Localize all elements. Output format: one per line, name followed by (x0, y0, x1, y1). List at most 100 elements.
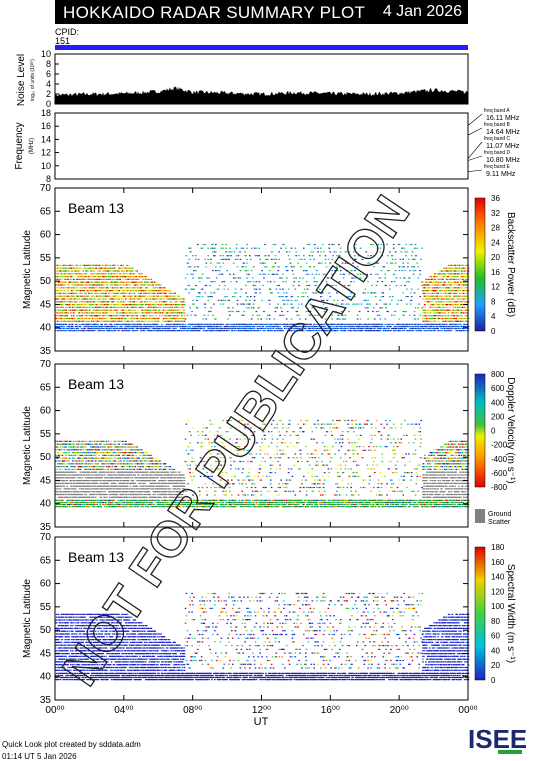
scatter-pixel (79, 264, 82, 266)
scatter-pixel (87, 298, 89, 300)
scatter-pixel (104, 290, 106, 292)
scatter-pixel (390, 325, 392, 328)
scatter-pixel (295, 310, 297, 313)
scatter-pixel (230, 327, 232, 330)
scatter-pixel (168, 317, 171, 320)
scatter-pixel (249, 323, 251, 325)
scatter-pixel (115, 317, 118, 320)
scatter-pixel (204, 292, 207, 294)
scatter-pixel (233, 323, 236, 325)
scatter-pixel (75, 330, 78, 332)
scatter-pixel (204, 325, 207, 328)
scatter-pixel (317, 247, 319, 249)
scatter-pixel (59, 304, 62, 306)
scatter-pixel (310, 251, 313, 253)
scatter-pixel (112, 306, 115, 308)
scatter-pixel (125, 284, 127, 286)
scatter-pixel (87, 264, 89, 266)
scatter-pixel (169, 301, 172, 303)
scatter-pixel (145, 287, 148, 289)
scatter-pixel (126, 327, 128, 330)
scatter-pixel (250, 318, 253, 320)
scatter-pixel (255, 310, 258, 313)
scatter-pixel (444, 323, 446, 325)
scatter-field (55, 243, 470, 332)
scatter-pixel (434, 278, 437, 280)
scatter-pixel (128, 284, 131, 286)
scatter-pixel (331, 303, 333, 305)
scatter-pixel (92, 276, 95, 278)
scatter-pixel (331, 323, 333, 325)
scatter-pixel (84, 273, 86, 275)
scatter-pixel (130, 276, 133, 278)
scatter-pixel (90, 267, 92, 269)
scatter-pixel (100, 284, 102, 286)
scatter-pixel (126, 323, 128, 325)
scatter-pixel (75, 306, 78, 308)
scatter-pixel (137, 306, 139, 308)
scatter-pixel (77, 306, 80, 308)
scatter-pixel (235, 255, 238, 257)
scatter-pixel (407, 262, 409, 264)
scatter-pixel (118, 292, 120, 294)
scatter-pixel (84, 281, 86, 283)
scatter-pixel (428, 276, 431, 278)
scatter-pixel (144, 276, 147, 278)
scatter-pixel (95, 290, 98, 292)
scatter-pixel (404, 284, 406, 287)
scatter-pixel (100, 301, 102, 303)
scatter-pixel (56, 317, 59, 320)
scatter-pixel (58, 315, 61, 317)
scatter-pixel (56, 287, 59, 289)
scatter-pixel (309, 310, 312, 313)
scatter-pixel (394, 310, 397, 313)
scatter-pixel (115, 304, 118, 306)
scatter-pixel (147, 304, 150, 306)
scatter-pixel (460, 295, 462, 297)
scatter-pixel (96, 309, 99, 311)
scatter-pixel (464, 315, 467, 317)
scatter-pixel (100, 273, 102, 275)
scatter-pixel (91, 301, 94, 303)
scatter-pixel (288, 325, 291, 328)
scatter-pixel (134, 304, 137, 306)
scatter-pixel (407, 323, 409, 325)
scatter-pixel (128, 304, 131, 306)
scatter-pixel (144, 330, 146, 332)
scatter-pixel (292, 325, 295, 328)
scatter-pixel (88, 267, 90, 269)
scatter-pixel (131, 298, 134, 300)
scatter-pixel (103, 273, 105, 275)
scatter-pixel (205, 323, 208, 325)
scatter-pixel (91, 281, 93, 283)
scatter-pixel (98, 315, 101, 317)
scatter-pixel (163, 301, 166, 303)
scatter-pixel (140, 295, 142, 297)
scatter-pixel (56, 290, 59, 292)
scatter-pixel (102, 278, 104, 280)
scatter-pixel (109, 315, 112, 317)
scatter-pixel (215, 325, 218, 328)
scatter-pixel (382, 296, 385, 298)
scatter-pixel (234, 288, 237, 290)
scatter-pixel (99, 267, 102, 269)
scatter-pixel (156, 287, 158, 289)
scatter-pixel (113, 276, 116, 278)
scatter-pixel (330, 323, 332, 325)
scatter-pixel (453, 298, 456, 300)
scatter-pixel (89, 278, 91, 280)
scatter-pixel (406, 288, 408, 290)
scatter-pixel (197, 325, 200, 328)
scatter-pixel (165, 323, 168, 325)
scatter-pixel (64, 278, 67, 280)
scatter-pixel (299, 318, 301, 320)
scatter-pixel (162, 290, 165, 292)
scatter-pixel (141, 276, 143, 278)
scatter-pixel (179, 325, 181, 328)
scatter-pixel (233, 330, 236, 332)
scatter-pixel (417, 325, 420, 328)
scatter-pixel (269, 292, 272, 294)
scatter-pixel (150, 290, 153, 292)
scatter-pixel (111, 298, 114, 300)
scatter-pixel (133, 323, 136, 325)
